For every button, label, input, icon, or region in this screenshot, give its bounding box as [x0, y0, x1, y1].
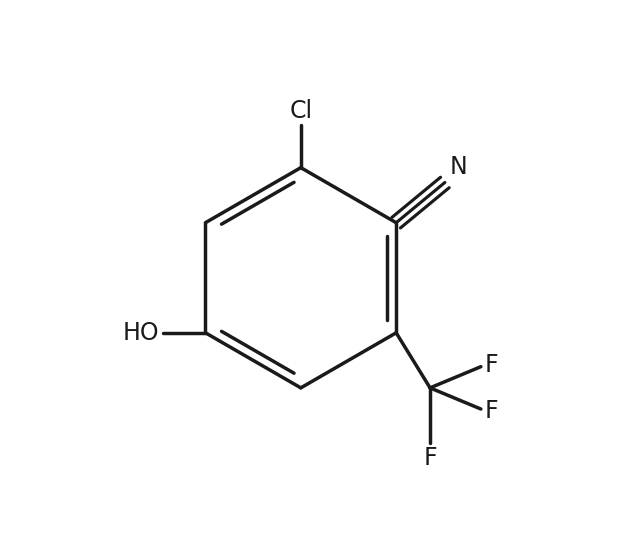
Text: F: F	[484, 353, 498, 377]
Text: Cl: Cl	[290, 99, 312, 123]
Text: F: F	[484, 399, 498, 423]
Text: HO: HO	[123, 321, 160, 345]
Text: F: F	[423, 446, 437, 470]
Text: N: N	[450, 155, 467, 179]
